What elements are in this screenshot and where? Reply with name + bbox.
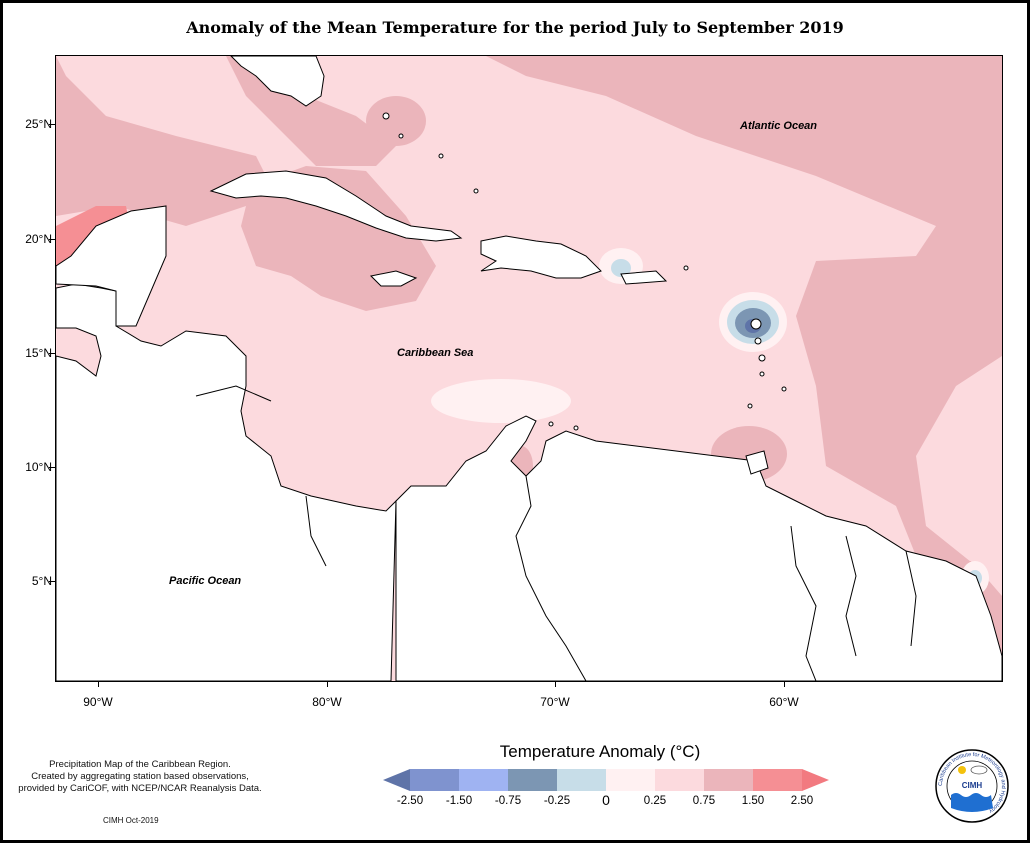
x-tick-mark	[98, 681, 99, 687]
colorbar-segment-below	[383, 769, 410, 791]
y-tick-mark	[49, 239, 55, 240]
x-tick-label: 80°W	[312, 695, 342, 709]
logo-acronym: CIMH	[962, 781, 983, 790]
colorbar-segment	[557, 769, 606, 791]
map-title: Anomaly of the Mean Temperature for the …	[186, 18, 844, 37]
label-atlantic-ocean: Atlantic Ocean	[740, 120, 818, 132]
y-tick-label: 15°N	[25, 346, 52, 360]
footnote-line: Precipitation Map of the Caribbean Regio…	[49, 759, 231, 770]
colorbar-segment	[606, 769, 655, 791]
colorbar-segment	[655, 769, 704, 791]
colorbar-segment	[459, 769, 508, 791]
anomaly-region-venezuela-neutral	[431, 379, 571, 423]
label-caribbean-sea: Caribbean Sea	[397, 347, 474, 359]
y-tick-label: 20°N	[25, 232, 52, 246]
map-panel	[55, 55, 1003, 682]
y-tick-mark	[49, 124, 55, 125]
y-tick-mark	[49, 581, 55, 582]
anomaly-region-puerto-rico-cooler	[611, 259, 631, 277]
label-pacific-ocean: Pacific Ocean	[169, 575, 242, 587]
colorbar-label: -0.75	[494, 795, 522, 807]
country-borders	[195, 385, 917, 681]
landmass-florida	[230, 56, 325, 107]
landmass-jamaica	[369, 270, 418, 287]
colorbar-segment	[704, 769, 753, 791]
colorbar-segment	[410, 769, 459, 791]
footnote-line: provided by CariCOF, with NCEP/NCAR Rean…	[18, 783, 262, 794]
colorbar-label: 2.50	[790, 795, 814, 807]
colorbar-label: 0.75	[692, 795, 716, 807]
y-tick-mark	[49, 467, 55, 468]
island-bahamas-2	[398, 133, 404, 139]
anomaly-region-bahamas-warm	[366, 96, 426, 146]
island-bahamas-1	[382, 112, 390, 120]
x-tick-label: 60°W	[769, 695, 799, 709]
x-tick-mark	[327, 681, 328, 687]
colorbar-label: 1.50	[741, 795, 765, 807]
colorbar	[383, 769, 829, 791]
x-tick-mark	[784, 681, 785, 687]
credit-text: CIMH Oct-2019	[103, 816, 159, 825]
y-tick-label: 10°N	[25, 460, 52, 474]
x-tick-mark	[555, 681, 556, 687]
island-aruba	[548, 421, 554, 427]
cloud-icon	[970, 765, 988, 775]
sun-icon	[958, 766, 966, 774]
island-martinique	[758, 354, 766, 362]
landmass-puerto-rico	[620, 270, 668, 285]
island-virgin-islands	[683, 265, 689, 271]
landmass-cuba	[209, 170, 463, 242]
y-tick-label: 5°N	[31, 574, 52, 588]
landmass-hispaniola	[480, 235, 602, 279]
island-bahamas-3	[438, 153, 444, 159]
landmass-yucatan	[56, 205, 167, 327]
x-tick-label: 70°W	[540, 695, 570, 709]
y-tick-mark	[49, 353, 55, 354]
island-grenada	[747, 403, 753, 409]
legend-title: Temperature Anomaly (°C)	[499, 742, 701, 761]
colorbar-label: -1.50	[445, 795, 473, 807]
anomaly-map	[56, 56, 1002, 681]
landmass-south-america	[395, 415, 1002, 681]
colorbar-label: 0.25	[643, 795, 667, 807]
island-dominica	[754, 337, 762, 345]
island-barbados	[781, 386, 787, 392]
colorbar-segment	[753, 769, 802, 791]
island-guadeloupe	[750, 318, 762, 330]
island-st-lucia	[759, 371, 765, 377]
landmass-central-america	[56, 283, 397, 681]
x-tick-label: 90°W	[83, 695, 113, 709]
waves-icon	[951, 793, 993, 812]
footnote: Precipitation Map of the Caribbean Regio…	[8, 759, 272, 795]
y-tick-label: 25°N	[25, 117, 52, 131]
island-curacao	[573, 425, 579, 431]
colorbar-segment-above	[802, 769, 829, 791]
colorbar-segment	[508, 769, 557, 791]
anomaly-region-atlantic-mid	[916, 356, 1002, 596]
landmass-trinidad	[745, 450, 769, 475]
cimh-logo: Caribbean Institute for Meteorology and …	[935, 749, 1009, 823]
island-bahamas-4	[473, 188, 479, 194]
colorbar-label: 0	[602, 792, 610, 808]
colorbar-label: -0.25	[543, 795, 571, 807]
footnote-line: Created by aggregating station based obs…	[31, 771, 249, 782]
colorbar-label: -2.50	[396, 795, 424, 807]
